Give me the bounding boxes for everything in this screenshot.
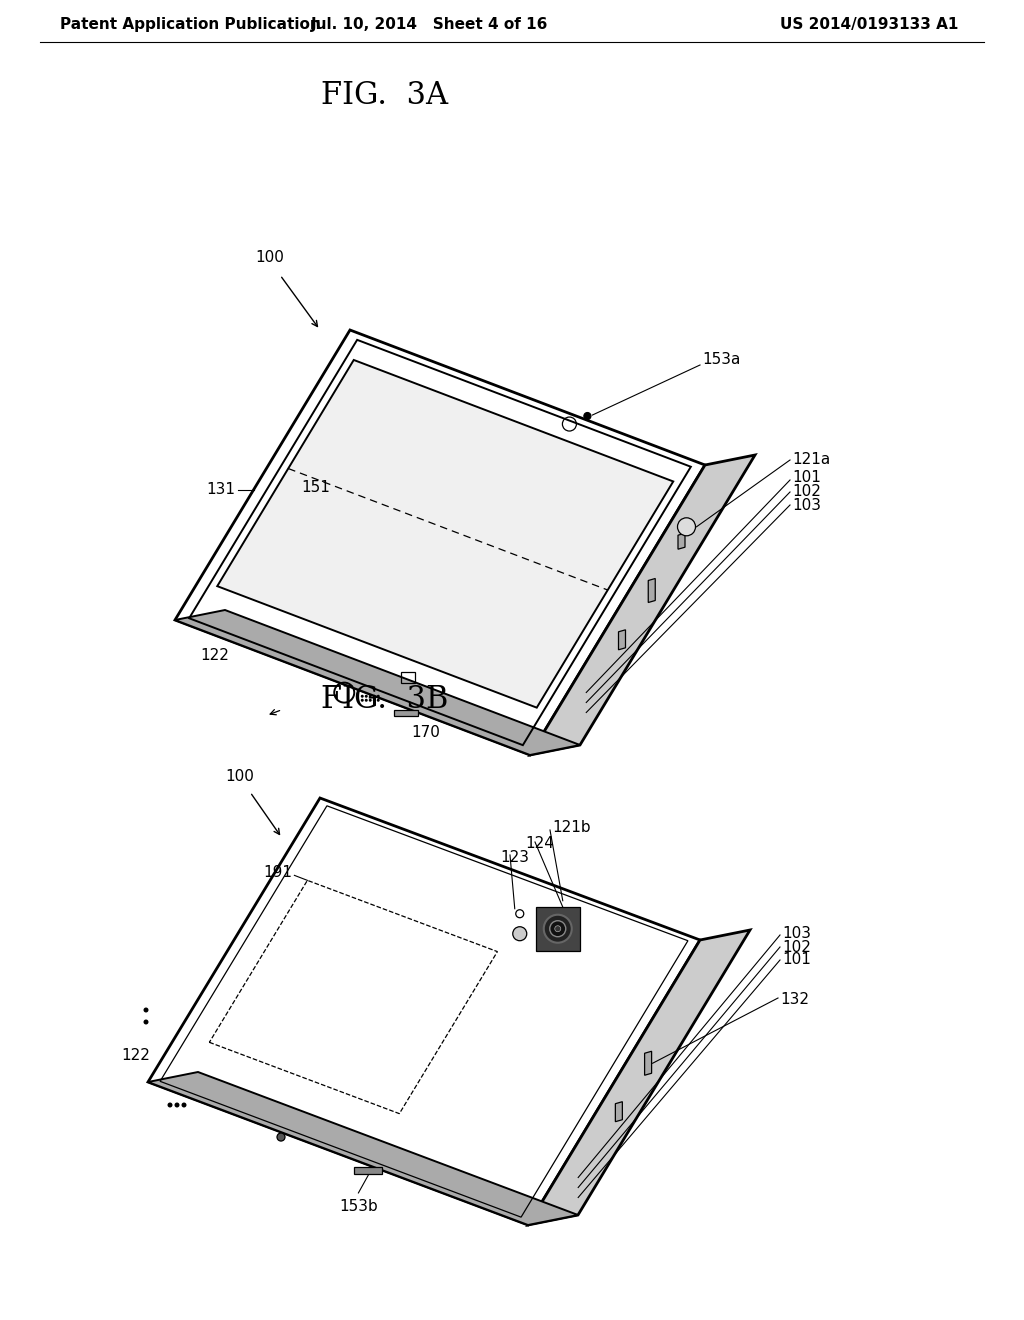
Text: 103: 103 (782, 925, 811, 940)
Circle shape (678, 517, 695, 536)
Text: 153b: 153b (339, 1199, 378, 1214)
Circle shape (555, 925, 561, 932)
Text: 123: 123 (500, 850, 529, 865)
Text: Jul. 10, 2014   Sheet 4 of 16: Jul. 10, 2014 Sheet 4 of 16 (311, 17, 549, 33)
Text: 132: 132 (780, 993, 809, 1007)
Polygon shape (536, 907, 580, 950)
Polygon shape (678, 533, 685, 549)
Text: FIG.  3A: FIG. 3A (322, 79, 449, 111)
Text: 131: 131 (207, 482, 236, 498)
Bar (354, 1167, 382, 1173)
Text: 102: 102 (782, 940, 811, 954)
Circle shape (550, 921, 566, 937)
Text: 101: 101 (792, 470, 821, 486)
Circle shape (373, 698, 376, 702)
Circle shape (369, 694, 372, 698)
Polygon shape (175, 610, 580, 755)
Text: 122: 122 (122, 1048, 151, 1064)
Text: 100: 100 (256, 249, 285, 265)
Polygon shape (530, 455, 755, 755)
Polygon shape (175, 330, 705, 755)
Text: 100: 100 (225, 770, 254, 784)
Circle shape (513, 927, 526, 941)
Circle shape (544, 915, 571, 942)
Polygon shape (148, 1072, 578, 1225)
Circle shape (584, 413, 591, 420)
Polygon shape (648, 578, 655, 602)
Circle shape (365, 694, 368, 698)
Text: FIG.  3B: FIG. 3B (322, 685, 449, 715)
Circle shape (373, 694, 376, 698)
Circle shape (377, 698, 380, 702)
Text: 153a: 153a (702, 352, 740, 367)
Text: 191: 191 (263, 865, 293, 880)
Text: US 2014/0193133 A1: US 2014/0193133 A1 (780, 17, 958, 33)
Polygon shape (528, 931, 750, 1225)
Text: 170: 170 (412, 725, 440, 739)
Bar (394, 710, 418, 715)
Polygon shape (217, 360, 673, 708)
Polygon shape (148, 799, 700, 1225)
Polygon shape (644, 1051, 651, 1076)
Circle shape (360, 698, 364, 702)
Text: 101: 101 (782, 953, 811, 968)
Polygon shape (615, 1102, 623, 1122)
Text: 103: 103 (792, 498, 821, 512)
Text: 102: 102 (792, 484, 821, 499)
Circle shape (143, 1007, 148, 1012)
Text: 121b: 121b (552, 821, 591, 836)
Circle shape (377, 694, 380, 698)
Text: 124: 124 (525, 837, 554, 851)
Circle shape (168, 1102, 172, 1107)
Text: 122: 122 (201, 648, 229, 663)
Bar (401, 672, 416, 682)
Circle shape (369, 698, 372, 702)
Circle shape (181, 1102, 186, 1107)
Polygon shape (618, 630, 626, 649)
Circle shape (365, 698, 368, 702)
Circle shape (174, 1102, 179, 1107)
Text: 151: 151 (302, 479, 331, 495)
Text: 121a: 121a (792, 453, 830, 467)
Text: Patent Application Publication: Patent Application Publication (60, 17, 321, 33)
Circle shape (360, 694, 364, 698)
Circle shape (278, 1133, 285, 1140)
Circle shape (143, 1019, 148, 1024)
